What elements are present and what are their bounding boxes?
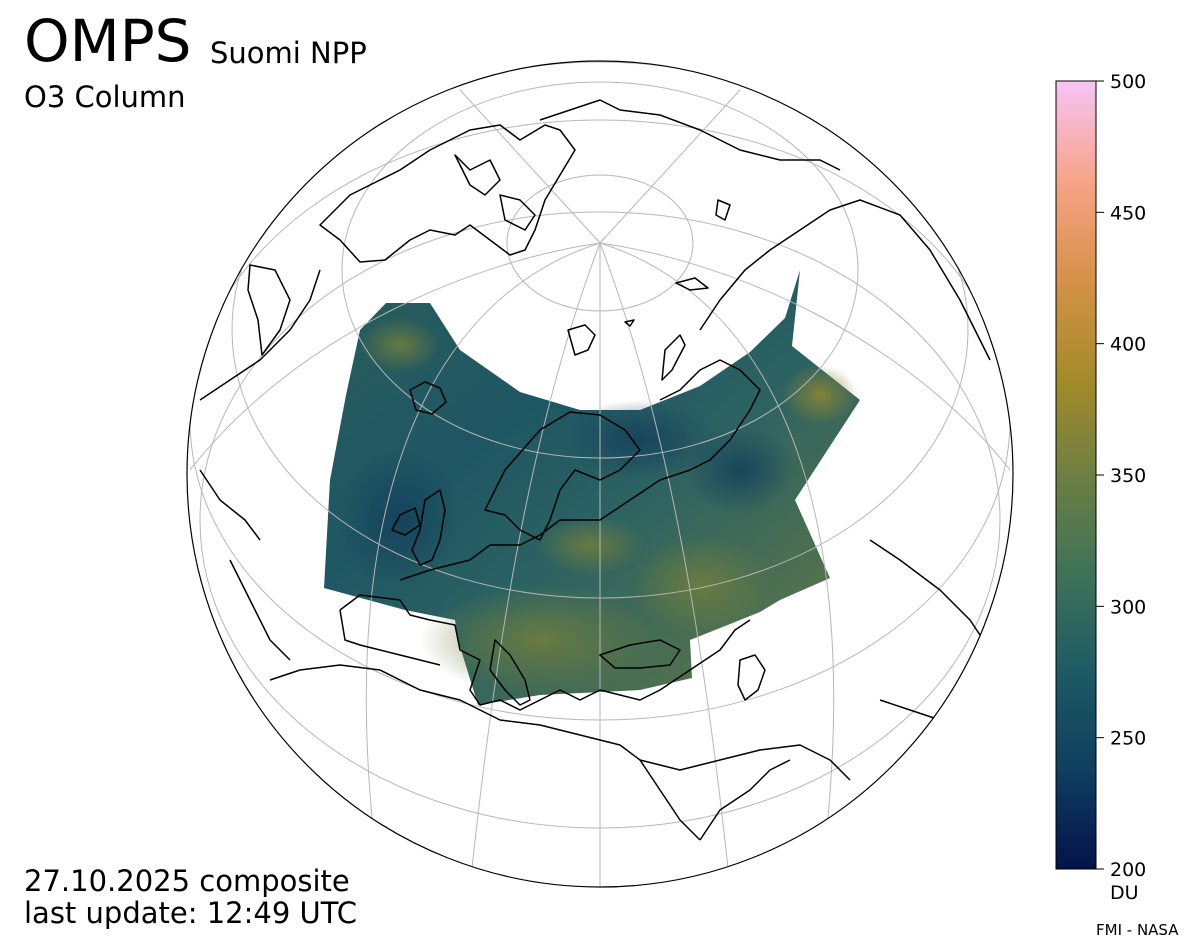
colorbar-tick-label: 300	[1110, 596, 1146, 618]
ozone-data-swath	[324, 270, 860, 705]
update-line: last update: 12:49 UTC	[24, 896, 357, 930]
colorbar-ramp	[1055, 80, 1097, 870]
coastlines	[199, 99, 991, 841]
globe-outline	[186, 60, 1014, 888]
colorbar-tick-label: 500	[1110, 71, 1146, 93]
colorbar-tick-label: 400	[1110, 334, 1146, 356]
title-satellite: Suomi NPP	[210, 36, 367, 70]
title-parameter: O3 Column	[24, 80, 186, 114]
credit: FMI - NASA	[1096, 921, 1179, 939]
colorbar-unit: DU	[1110, 882, 1139, 904]
colorbar: 200 250 300 350 400 450 500 DU	[1055, 71, 1146, 904]
globe-map	[186, 60, 1014, 888]
date-line: 27.10.2025 composite	[24, 864, 350, 898]
colorbar-tick-label: 250	[1110, 728, 1146, 750]
colorbar-tick-label: 200	[1110, 859, 1146, 881]
title-instrument: OMPS	[24, 7, 192, 75]
colorbar-tick-label: 350	[1110, 465, 1146, 487]
colorbar-tick-label: 450	[1110, 202, 1146, 224]
